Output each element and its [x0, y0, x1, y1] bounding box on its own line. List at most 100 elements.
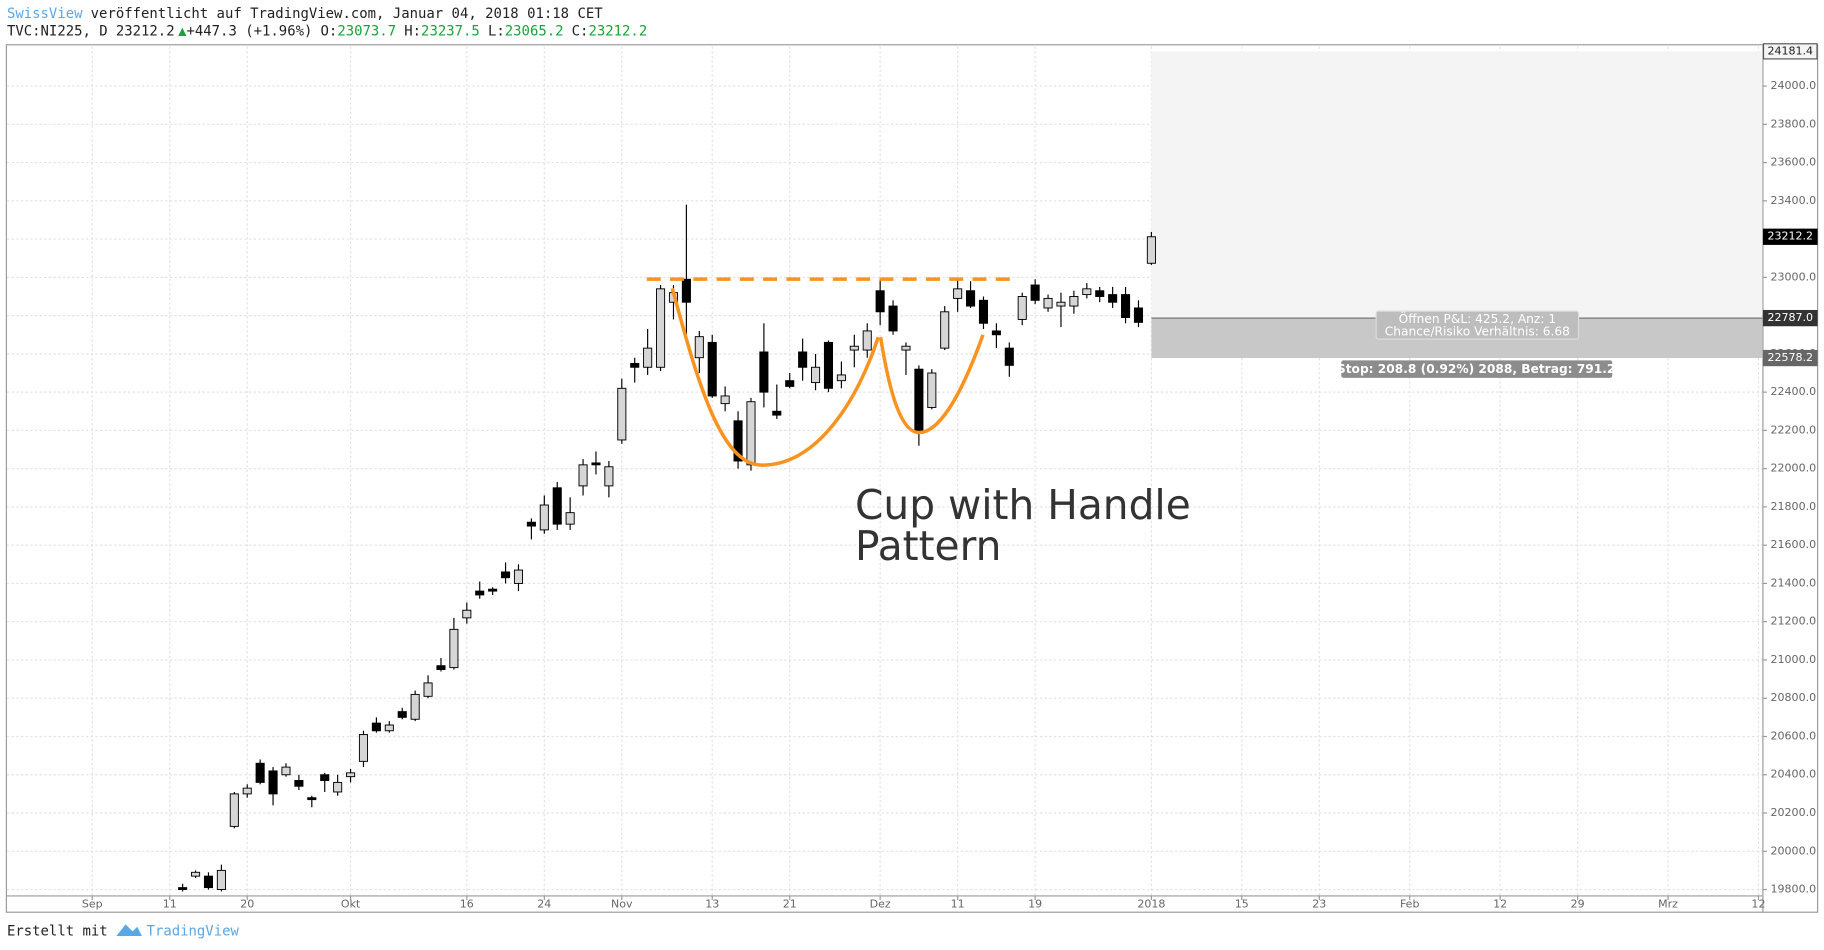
- candle-body: [552, 487, 562, 525]
- x-tick-label: 23: [1312, 898, 1326, 911]
- y-tick-label: 24000.0: [1770, 79, 1816, 92]
- ratio-label: Chance/Risiko Verhältnis: 6.68: [1385, 325, 1570, 339]
- x-tick-label: 15: [1235, 898, 1249, 911]
- candle-body: [526, 521, 536, 527]
- candle-body: [1082, 288, 1092, 296]
- h-label: H:: [404, 23, 421, 39]
- candle-body: [746, 401, 756, 466]
- c-label: C:: [572, 23, 589, 39]
- y-tick-label: 23400.0: [1770, 194, 1816, 207]
- candle-body: [656, 288, 666, 368]
- l-label: L:: [488, 23, 505, 39]
- header-line-2: TVC:NI225, D 23212.2 ▲+447.3 (+1.96%) O:230…: [7, 23, 647, 39]
- y-tick-label: 21800.0: [1770, 500, 1816, 513]
- price-label: 22578.2: [1767, 351, 1813, 364]
- change: +447.3 (+1.96%): [187, 23, 313, 39]
- y-tick-label: 21600.0: [1770, 538, 1816, 551]
- candle-body: [565, 512, 575, 525]
- candle-body: [643, 347, 653, 368]
- x-tick-label: Sep: [82, 898, 103, 911]
- candle-body: [991, 330, 1001, 336]
- candle-body: [694, 336, 704, 359]
- candles: [178, 204, 1156, 892]
- header-line-1: SwissView veröffentlicht auf TradingView.…: [7, 6, 603, 22]
- candle-body: [488, 588, 498, 592]
- x-tick-label: 12: [1493, 898, 1507, 911]
- price-label-box: [1762, 228, 1818, 245]
- price-label: 23212.2: [1767, 230, 1813, 243]
- candle-body: [1056, 301, 1066, 307]
- y-tick-label: 20200.0: [1770, 806, 1816, 819]
- y-tick-label: 21000.0: [1770, 653, 1816, 666]
- low-value: 23065.2: [505, 23, 564, 39]
- y-tick-label: 21400.0: [1770, 576, 1816, 589]
- candle-body: [216, 869, 226, 890]
- chart-frame: [5, 44, 1819, 913]
- y-tick-label: 23000.0: [1770, 270, 1816, 283]
- candle-body: [384, 724, 394, 732]
- candle-body: [875, 290, 885, 313]
- open-value: 23073.7: [337, 23, 396, 39]
- candle-body: [513, 569, 524, 584]
- candle-body: [823, 341, 834, 389]
- candle-body: [707, 341, 717, 397]
- candle-body: [268, 770, 278, 795]
- candle-body: [836, 374, 846, 382]
- price-label-box: [1762, 349, 1818, 367]
- candle-body: [178, 887, 188, 890]
- author: SwissView: [7, 6, 83, 22]
- candle-body: [630, 362, 640, 368]
- x-tick-label: 16: [460, 898, 474, 911]
- x-tick-label: 20: [240, 898, 254, 911]
- candle-body: [203, 875, 214, 889]
- candle-body: [397, 711, 407, 718]
- candle-body: [720, 395, 730, 405]
- candle-body: [358, 734, 369, 762]
- high-value: 23237.5: [421, 23, 480, 39]
- candle-body: [307, 797, 317, 801]
- candle-body: [242, 787, 252, 795]
- candle-body: [578, 464, 588, 487]
- candle-body: [1069, 296, 1079, 307]
- candle-body: [772, 410, 782, 416]
- y-tick-label: 20800.0: [1770, 691, 1816, 704]
- candle-body: [371, 722, 381, 732]
- candle-body: [901, 345, 911, 351]
- pnl-label: Öffnen P&L: 425.2, Anz: 1: [1399, 310, 1557, 326]
- candle-body: [591, 462, 601, 466]
- footer-brand: TradingView: [147, 923, 240, 939]
- candle-body: [436, 665, 446, 670]
- candle-body: [759, 351, 769, 393]
- candle-body: [294, 780, 304, 787]
- x-tick-label: 11: [951, 898, 965, 911]
- annotation-line: Pattern: [855, 522, 1001, 570]
- candle-body: [449, 628, 459, 669]
- profit-zone: [1151, 51, 1763, 319]
- x-tick-label: 13: [705, 898, 719, 911]
- candle-body: [1146, 236, 1156, 264]
- candle-body: [785, 380, 795, 387]
- price-label-box: [1762, 309, 1818, 327]
- candle-body: [539, 504, 549, 531]
- x-tick-label: Okt: [341, 898, 361, 911]
- candle-body: [346, 772, 356, 778]
- candle-body: [1017, 296, 1027, 320]
- candle-body: [914, 368, 924, 433]
- x-tick-label: Nov: [611, 898, 633, 911]
- published: veröffentlicht auf TradingView.com, Janu…: [91, 6, 604, 22]
- x-tick-label: 11: [163, 898, 177, 911]
- last-close: 23212.2: [116, 23, 175, 39]
- axes: 19800.0 20000.0 20200.0 20400.0 20600.0 20800…: [82, 43, 1818, 911]
- candle-body: [927, 372, 937, 408]
- candle-body: [333, 781, 343, 793]
- candle-body: [1121, 294, 1131, 318]
- y-tick-label: 22400.0: [1770, 385, 1816, 398]
- cup-curve: [670, 287, 880, 467]
- tv-logo: [116, 924, 142, 937]
- pnl-box: [1375, 310, 1580, 340]
- x-tick-label: 21: [783, 898, 797, 911]
- y-tick-label: 21200.0: [1770, 615, 1816, 628]
